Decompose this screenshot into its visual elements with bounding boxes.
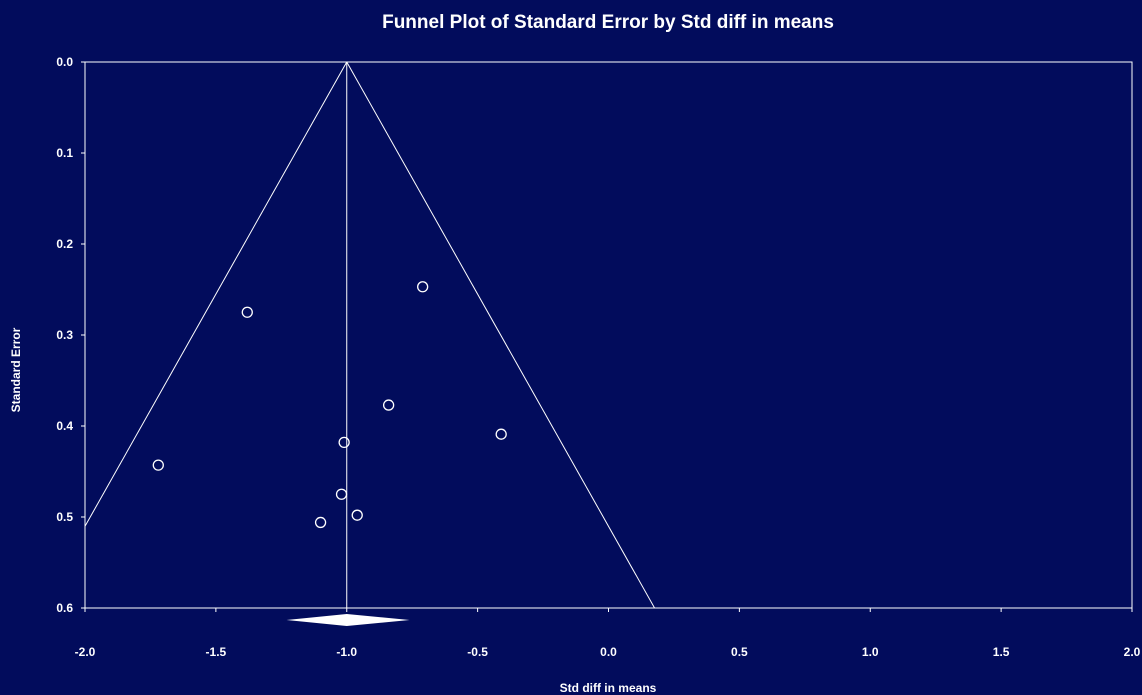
study-point xyxy=(351,509,363,521)
y-tick-label: 0.5 xyxy=(56,510,73,524)
x-tick-label: 0.0 xyxy=(600,645,617,659)
y-tick-label: 0.4 xyxy=(56,419,73,433)
x-tick-label: 1.0 xyxy=(862,645,879,659)
study-point xyxy=(382,399,395,411)
funnel-lines xyxy=(85,62,656,608)
chart-title: Funnel Plot of Standard Error by Std dif… xyxy=(382,12,834,33)
x-tick-label: -1.5 xyxy=(206,645,227,659)
y-tick-label: 0.6 xyxy=(56,601,73,615)
y-tick-label: 0.2 xyxy=(56,237,73,251)
y-tick-label: 0.3 xyxy=(56,328,73,342)
x-axis-ticks: -2.0 -1.5 -1.0 -0.5 0.0 0.5 1.0 1.5 2.0 xyxy=(75,608,1141,659)
x-tick-label: -1.0 xyxy=(336,645,357,659)
funnel-left-limit xyxy=(85,62,348,528)
study-point xyxy=(241,306,253,318)
pooled-estimate-diamond xyxy=(286,614,410,626)
y-axis-label: Standard Error xyxy=(9,327,23,412)
x-tick-label: 2.0 xyxy=(1124,645,1141,659)
y-axis-ticks: 0.0 0.1 0.2 0.3 0.4 0.5 0.6 xyxy=(56,55,85,615)
x-tick-label: 0.5 xyxy=(731,645,748,659)
study-point xyxy=(338,436,350,449)
study-point xyxy=(314,516,327,529)
study-point xyxy=(417,281,429,293)
x-tick-label: -0.5 xyxy=(467,645,488,659)
x-tick-label: 1.5 xyxy=(993,645,1010,659)
y-tick-label: 0.1 xyxy=(56,146,73,160)
funnel-right-limit xyxy=(346,62,656,608)
study-point xyxy=(335,488,348,500)
y-tick-label: 0.0 xyxy=(56,55,73,69)
x-axis-label: Std diff in means xyxy=(560,681,657,695)
study-points xyxy=(152,281,507,529)
study-point xyxy=(495,428,507,440)
study-point xyxy=(152,459,164,471)
x-tick-label: -2.0 xyxy=(75,645,96,659)
